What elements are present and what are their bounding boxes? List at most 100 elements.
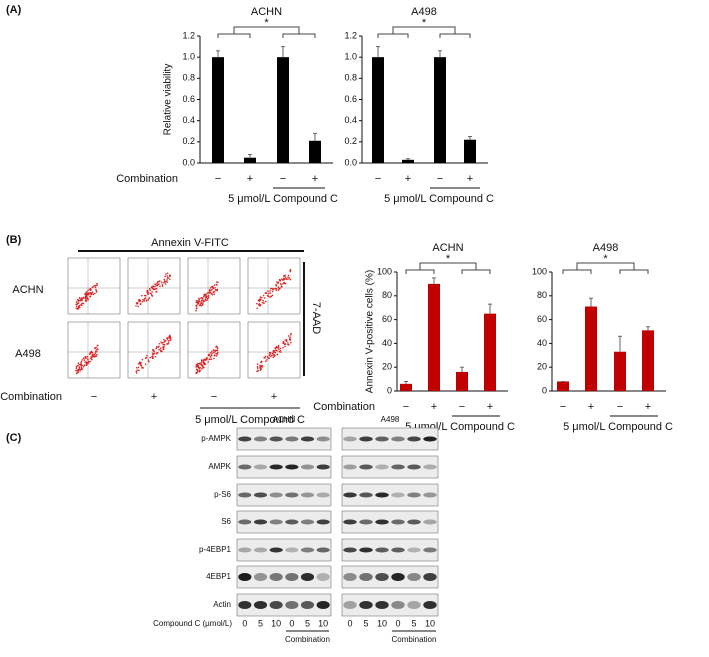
flow-dot <box>138 369 140 372</box>
flow-dot <box>216 347 219 350</box>
bracket <box>576 262 635 270</box>
band <box>375 519 389 525</box>
flow-dot <box>164 275 167 278</box>
bar <box>456 371 468 391</box>
flow-dot <box>279 279 282 282</box>
flow-dot <box>202 359 205 362</box>
flow-dot <box>88 288 91 291</box>
flow-dot <box>141 358 144 361</box>
flow-dot <box>95 349 97 351</box>
group-label: 5 μmol/L Compound C <box>563 421 673 433</box>
dose: 10 <box>377 618 387 628</box>
flow-y-label: 7-AAD <box>310 302 322 334</box>
flow-dot <box>160 281 163 284</box>
y-tick-label: 100 <box>377 266 392 276</box>
flow-dot <box>158 345 160 348</box>
flow-dot <box>281 286 283 288</box>
band <box>359 547 373 553</box>
flow-dot <box>150 293 153 295</box>
band <box>343 573 357 581</box>
band <box>316 436 330 442</box>
flow-dot <box>77 369 79 372</box>
flow-dot <box>135 305 137 307</box>
band <box>316 519 330 525</box>
bar <box>484 313 496 391</box>
flow-dot <box>277 281 280 284</box>
flow-dot <box>271 352 274 355</box>
bracket <box>405 269 435 274</box>
blot-strip <box>236 510 332 534</box>
band <box>407 436 421 442</box>
bracket <box>392 26 456 34</box>
band <box>269 573 283 581</box>
flow-dot <box>91 358 93 361</box>
flow-dot <box>88 293 90 295</box>
flow-dot <box>152 352 154 355</box>
bar <box>277 57 289 163</box>
flow-dot <box>282 282 284 285</box>
flow-dot <box>259 367 262 370</box>
flow-dot <box>277 344 280 347</box>
flow-dot <box>83 359 85 361</box>
flow-dot <box>261 296 263 299</box>
band <box>391 464 405 470</box>
flow-dot <box>80 368 82 371</box>
flow-dot <box>95 355 98 357</box>
flow-dot <box>169 334 171 337</box>
bar <box>309 140 321 163</box>
flow-dot <box>94 351 97 353</box>
group-label: 5 μmol/L Compound C <box>384 193 494 205</box>
flow-dot <box>283 342 285 344</box>
flow-dot <box>196 363 199 366</box>
band <box>375 492 389 498</box>
flow-dot <box>85 362 88 365</box>
flow-dot <box>155 347 158 350</box>
band <box>423 464 437 470</box>
flow-dot <box>209 291 211 294</box>
flow-dot <box>282 279 284 281</box>
flow-dot <box>197 303 199 305</box>
flow-plot <box>247 321 301 379</box>
flow-dot <box>289 278 292 281</box>
bar <box>372 57 384 163</box>
bracket <box>282 33 316 38</box>
flow-dot <box>285 340 288 342</box>
band <box>253 436 268 442</box>
flow-dot <box>214 355 216 357</box>
band <box>391 436 405 442</box>
band <box>238 492 252 498</box>
band <box>285 519 299 525</box>
flow-dot <box>276 353 278 356</box>
flow-dot <box>75 369 77 372</box>
flow-dot <box>204 296 207 299</box>
flow-dot <box>83 364 86 367</box>
band <box>253 573 268 581</box>
band <box>285 436 299 442</box>
flow-dot <box>262 299 264 302</box>
flow-dot <box>80 366 83 369</box>
flow-dot <box>195 309 197 312</box>
bracket <box>217 33 251 38</box>
band <box>407 573 421 581</box>
flow-dot <box>198 367 201 370</box>
bar <box>642 330 654 391</box>
flow-dot <box>209 358 211 360</box>
flow-dot <box>214 289 217 291</box>
flow-dot <box>85 361 88 363</box>
flow-dot <box>264 360 267 363</box>
flow-dot <box>208 289 211 291</box>
flow-dot <box>211 287 214 289</box>
flow-dot <box>269 351 272 354</box>
blot-strip <box>341 427 439 451</box>
x-tick-label: + <box>405 173 411 185</box>
flow-dot <box>135 366 138 369</box>
y-tick-label: 40 <box>382 338 392 348</box>
flow-dot <box>163 341 165 344</box>
protein-label: S6 <box>221 517 231 526</box>
flow-dot <box>169 337 172 339</box>
flow-dot <box>216 353 219 355</box>
flow-dot <box>151 285 153 288</box>
flow-dot <box>284 276 287 278</box>
significance: * <box>603 253 608 265</box>
flow-dot <box>212 285 214 288</box>
